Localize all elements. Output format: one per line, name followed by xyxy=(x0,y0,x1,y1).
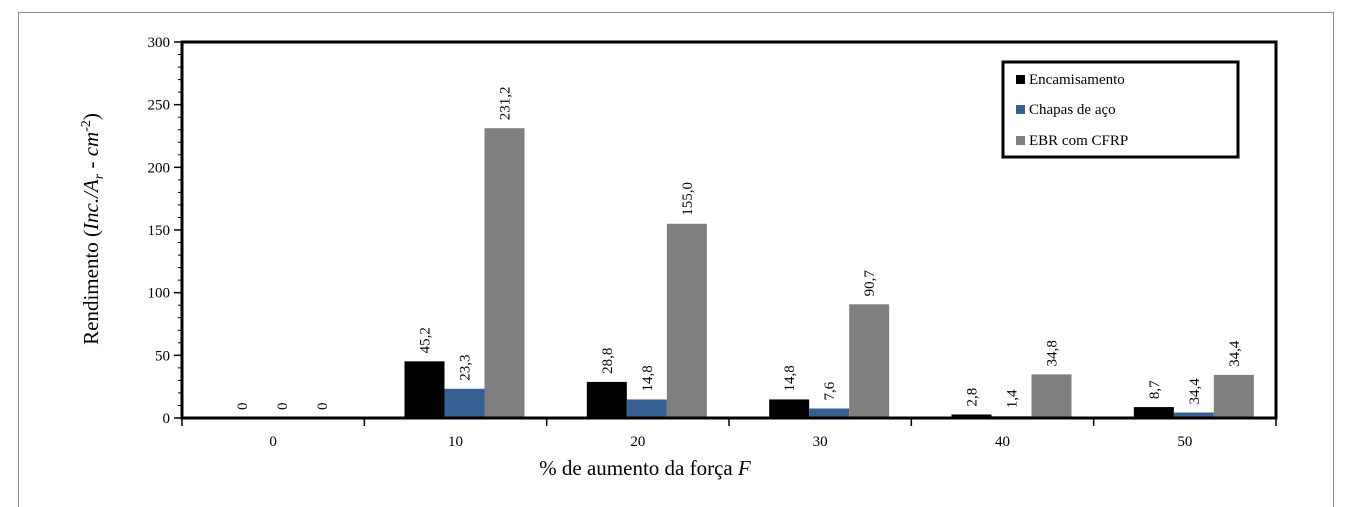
data-label-0-2: 28,8 xyxy=(600,348,616,374)
y-tick-label: 0 xyxy=(163,411,171,427)
bar-2-4 xyxy=(1031,374,1072,418)
bar-1-3 xyxy=(809,408,850,418)
data-label-2-3: 90,7 xyxy=(862,270,878,297)
bar-0-2 xyxy=(586,381,627,418)
x-tick-label: 10 xyxy=(448,434,463,450)
plot-area-border xyxy=(180,40,1278,420)
x-axis-title: % de aumento da força F xyxy=(539,456,751,480)
data-label-2-0: 0 xyxy=(315,403,331,411)
axes-layer: 0 50 100 150 200 250 300 0 10 20 30 40 50 xyxy=(148,35,1277,450)
legend-label-encamisamento: Encamisamento xyxy=(1029,72,1125,88)
legend: Encamisamento Chapas de aço EBR com CFRP xyxy=(1001,60,1240,159)
data-label-0-5: 8,7 xyxy=(1147,380,1163,399)
data-label-2-1: 231,2 xyxy=(498,86,514,120)
y-tick-label: 200 xyxy=(148,160,171,176)
data-label-1-2: 14,8 xyxy=(640,365,656,391)
data-label-1-0: 0 xyxy=(275,403,291,411)
bar-2-2 xyxy=(666,223,707,418)
legend-label-chapas: Chapas de aço xyxy=(1029,102,1116,118)
x-tick-label: 0 xyxy=(269,434,277,450)
data-label-1-1: 23,3 xyxy=(458,355,474,381)
bar-1-1 xyxy=(444,388,485,418)
legend-swatch-ebr xyxy=(1016,136,1025,145)
x-tick-label: 30 xyxy=(813,434,828,450)
data-label-2-5: 34,4 xyxy=(1227,340,1243,367)
data-label-0-4: 2,8 xyxy=(965,388,981,407)
data-label-0-1: 45,2 xyxy=(418,327,434,353)
y-tick-label: 300 xyxy=(148,35,171,51)
bar-2-5 xyxy=(1213,374,1254,418)
y-tick-label: 100 xyxy=(148,286,171,302)
data-label-0-0: 0 xyxy=(235,403,251,411)
bar-0-3 xyxy=(769,399,810,418)
y-tick-label: 150 xyxy=(148,223,171,239)
y-axis-title: Rendimento (Inc./Ar - cm-2) xyxy=(79,113,107,345)
bar-2-3 xyxy=(849,304,890,418)
bar-1-5 xyxy=(1173,412,1214,418)
data-label-1-5: 34,4 xyxy=(1187,378,1203,405)
legend-swatch-chapas xyxy=(1016,105,1025,114)
bar-0-4 xyxy=(951,414,992,418)
y-tick-label: 50 xyxy=(155,348,170,364)
data-label-0-3: 14,8 xyxy=(782,365,798,391)
legend-label-ebr: EBR com CFRP xyxy=(1029,133,1128,149)
data-label-1-4: 1,4 xyxy=(1005,389,1021,408)
x-tick-label: 40 xyxy=(995,434,1010,450)
data-label-1-3: 7,6 xyxy=(822,381,838,400)
data-label-2-4: 34,8 xyxy=(1045,340,1061,366)
legend-box xyxy=(1001,60,1240,159)
x-tick-label: 20 xyxy=(630,434,645,450)
figure-frame xyxy=(18,12,1334,507)
bar-0-5 xyxy=(1133,407,1174,418)
data-labels-layer: 0 45,2 28,8 14,8 2,8 8,7 0 23,3 14,8 7,6 1,4 34,4 0 2… xyxy=(235,86,1243,410)
legend-swatch-encamisamento xyxy=(1016,75,1025,84)
bars-layer xyxy=(404,128,1254,418)
bar-1-2 xyxy=(626,399,667,418)
bar-2-1 xyxy=(484,128,525,418)
x-tick-label: 50 xyxy=(1177,434,1192,450)
y-tick-label: 250 xyxy=(148,98,171,114)
data-label-2-2: 155,0 xyxy=(680,182,696,216)
bar-0-1 xyxy=(404,361,445,418)
